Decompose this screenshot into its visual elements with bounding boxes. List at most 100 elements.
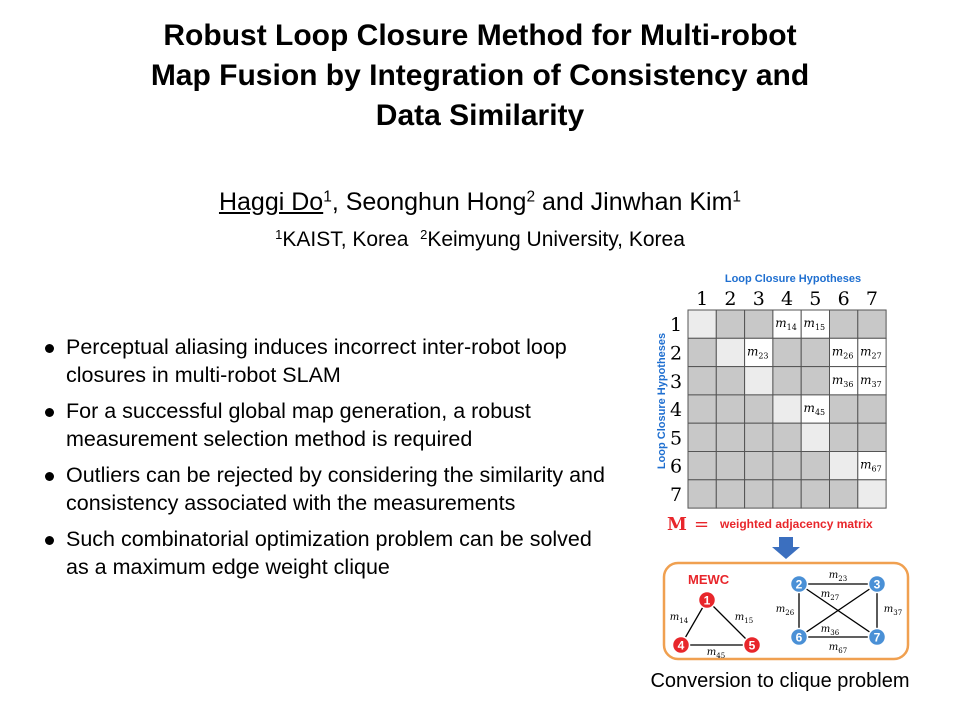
graph-node-label: 1 [704,594,711,608]
graph-node [789,627,809,647]
graph-node [867,627,887,647]
matrix-col-label: 1 [696,288,708,310]
author-3-sup: 1 [732,188,742,206]
graph-node-label: 6 [796,631,803,645]
graph-node-label: 5 [749,639,756,653]
matrix-entry: m67 [860,458,882,474]
slide-title: Robust Loop Closure Method for Multi-rob… [40,16,920,136]
matrix-cell [857,451,887,481]
matrix-row-label: 3 [670,371,682,393]
matrix-row-label: 7 [670,484,682,506]
title-line-3: Data Similarity [375,99,585,132]
matrix-cell [829,479,859,509]
bullet-dot-icon [45,536,54,545]
matrix-cell [800,309,831,339]
matrix-entries: m14 m15 m23 m26 m27 m36 m37 m45 m67 [747,316,882,474]
matrix-cell [715,366,746,396]
matrix-cell [715,309,746,339]
matrix-cell [857,479,887,509]
graph-edge [706,599,753,646]
matrix-cell [744,394,774,424]
matrix-cell [857,337,887,368]
matrix-entry: m45 [804,401,826,417]
matrix-side-label: Loop Closure Hypotheses [656,333,668,469]
graph-frame [662,561,910,661]
bullet-text: Perceptual aliasing induces incorrect in… [66,335,567,387]
graph-nodes: 1 4 5 2 3 6 7 [671,574,887,655]
matrix-cell [687,309,717,339]
title-line-2: Map Fusion by Integration of Consistency… [150,59,810,92]
matrix-col-label: 4 [781,288,793,310]
author-jinwhan-kim: and Jinwhan Kim [535,188,733,216]
matrix-cell [715,422,746,453]
matrix-cell [800,451,831,481]
graph-node-label: 2 [796,578,803,592]
matrix-row-label: 4 [670,399,682,421]
matrix-row-label: 6 [670,456,682,478]
matrix-cell [857,422,887,453]
graph-edge [798,583,878,638]
author-1-sup: 1 [323,188,332,206]
author-haggi-do: Haggi Do [218,188,324,216]
graph-edge-labels: m14 m15 m45 m23 m27 m26 m36 m37 m67 [670,570,902,660]
matrix-cell [744,479,774,509]
bullet-dot-icon [45,408,54,417]
graph-edge-label: m15 [735,612,753,625]
matrix-cell [829,394,859,424]
matrix-cell [687,479,717,509]
affil-keimyung: Keimyung University, Korea [427,228,685,251]
graph-edge [680,599,708,646]
matrix-grid [687,309,887,509]
matrix-row-label: 5 [670,427,682,449]
matrix-cell [744,337,774,368]
bullet-dot-icon [45,344,54,353]
matrix-cell [772,451,802,481]
graph-node-label: 7 [874,631,881,645]
matrix-entry: m14 [775,316,797,332]
affil-1-sup: 1 [275,226,283,242]
matrix-cell [687,451,717,481]
graph-edge-label: m14 [670,612,689,625]
matrix-entry: m37 [860,373,882,389]
graph-edge-label: m27 [821,589,839,602]
affil-2-sup: 2 [420,226,428,242]
matrix-cell [800,479,831,509]
graph-node [789,574,809,594]
matrix-entry: m36 [832,373,854,389]
author-line: Haggi Do1, Seonghun Hong2 and Jinwhan Ki… [0,188,960,217]
bullet-text: For a successful global map generation, … [66,399,531,451]
down-arrow-icon [772,537,800,559]
graph-node-label: 3 [874,578,881,592]
bullet-dot-icon [45,472,54,481]
affiliation-line: 1KAIST, Korea 2Keimyung University, Kore… [0,228,960,252]
graph-node [742,635,762,655]
matrix-cell [687,337,717,368]
matrix-entry: m15 [804,316,826,332]
matrix-cell [829,337,859,368]
matrix-top-label: Loop Closure Hypotheses [725,273,861,285]
matrix-col-label: 7 [866,288,878,310]
matrix-cell [829,451,859,481]
matrix-entry: m23 [747,344,769,360]
matrix-cell [687,394,717,424]
bullet-item: Perceptual aliasing induces incorrect in… [40,333,620,389]
matrix-cell [829,366,859,396]
matrix-cell [744,451,774,481]
matrix-cell [800,337,831,368]
bullet-item: Outliers can be rejected by considering … [40,461,620,517]
matrix-col-label: 6 [838,288,850,310]
graph-edge-label: m36 [821,624,840,637]
matrix-cell [772,479,802,509]
graph-edge-label: m45 [707,647,725,660]
equals-sign: = [694,514,709,535]
graph-edge [798,583,878,638]
bullet-text: Such combinatorial optimization problem … [66,527,592,579]
matrix-cell [772,366,802,396]
graph-edge-label: m37 [884,604,902,617]
matrix-cell [772,309,802,339]
matrix-cell [857,366,887,396]
matrix-cell [687,422,717,453]
matrix-cell [772,422,802,453]
matrix-cell [829,422,859,453]
